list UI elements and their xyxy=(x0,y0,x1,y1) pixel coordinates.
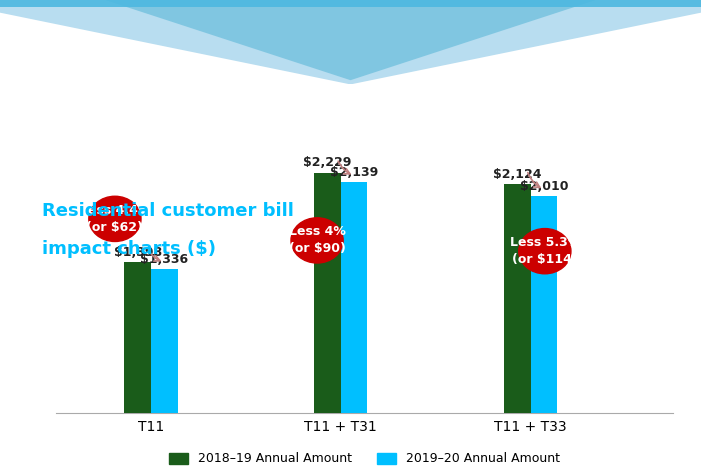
Text: $2,124: $2,124 xyxy=(493,168,542,181)
Bar xyxy=(341,182,367,413)
Ellipse shape xyxy=(89,196,141,242)
Text: $2,139: $2,139 xyxy=(330,166,379,179)
Text: Residential customer bill: Residential customer bill xyxy=(42,202,294,220)
Text: impact charts ($): impact charts ($) xyxy=(42,240,216,257)
Text: Less 5.3%
(or $114): Less 5.3% (or $114) xyxy=(510,236,580,266)
Bar xyxy=(504,184,531,413)
Legend: 2018–19 Annual Amount, 2019–20 Annual Amount: 2018–19 Annual Amount, 2019–20 Annual Am… xyxy=(164,447,565,469)
Ellipse shape xyxy=(291,218,343,263)
Bar xyxy=(531,196,557,413)
Text: $1,336: $1,336 xyxy=(140,253,189,265)
Text: Less 4.4%
(or $62): Less 4.4% (or $62) xyxy=(80,204,150,234)
Text: $1,398: $1,398 xyxy=(114,246,162,259)
Bar xyxy=(151,269,177,413)
Ellipse shape xyxy=(519,228,571,274)
Bar xyxy=(314,173,341,413)
Polygon shape xyxy=(0,0,701,7)
Text: Less 4%
(or $90): Less 4% (or $90) xyxy=(289,226,346,256)
Bar xyxy=(124,262,151,413)
Text: $2,010: $2,010 xyxy=(519,180,568,193)
Polygon shape xyxy=(105,0,596,80)
Text: $2,229: $2,229 xyxy=(304,157,352,169)
Polygon shape xyxy=(0,0,701,84)
